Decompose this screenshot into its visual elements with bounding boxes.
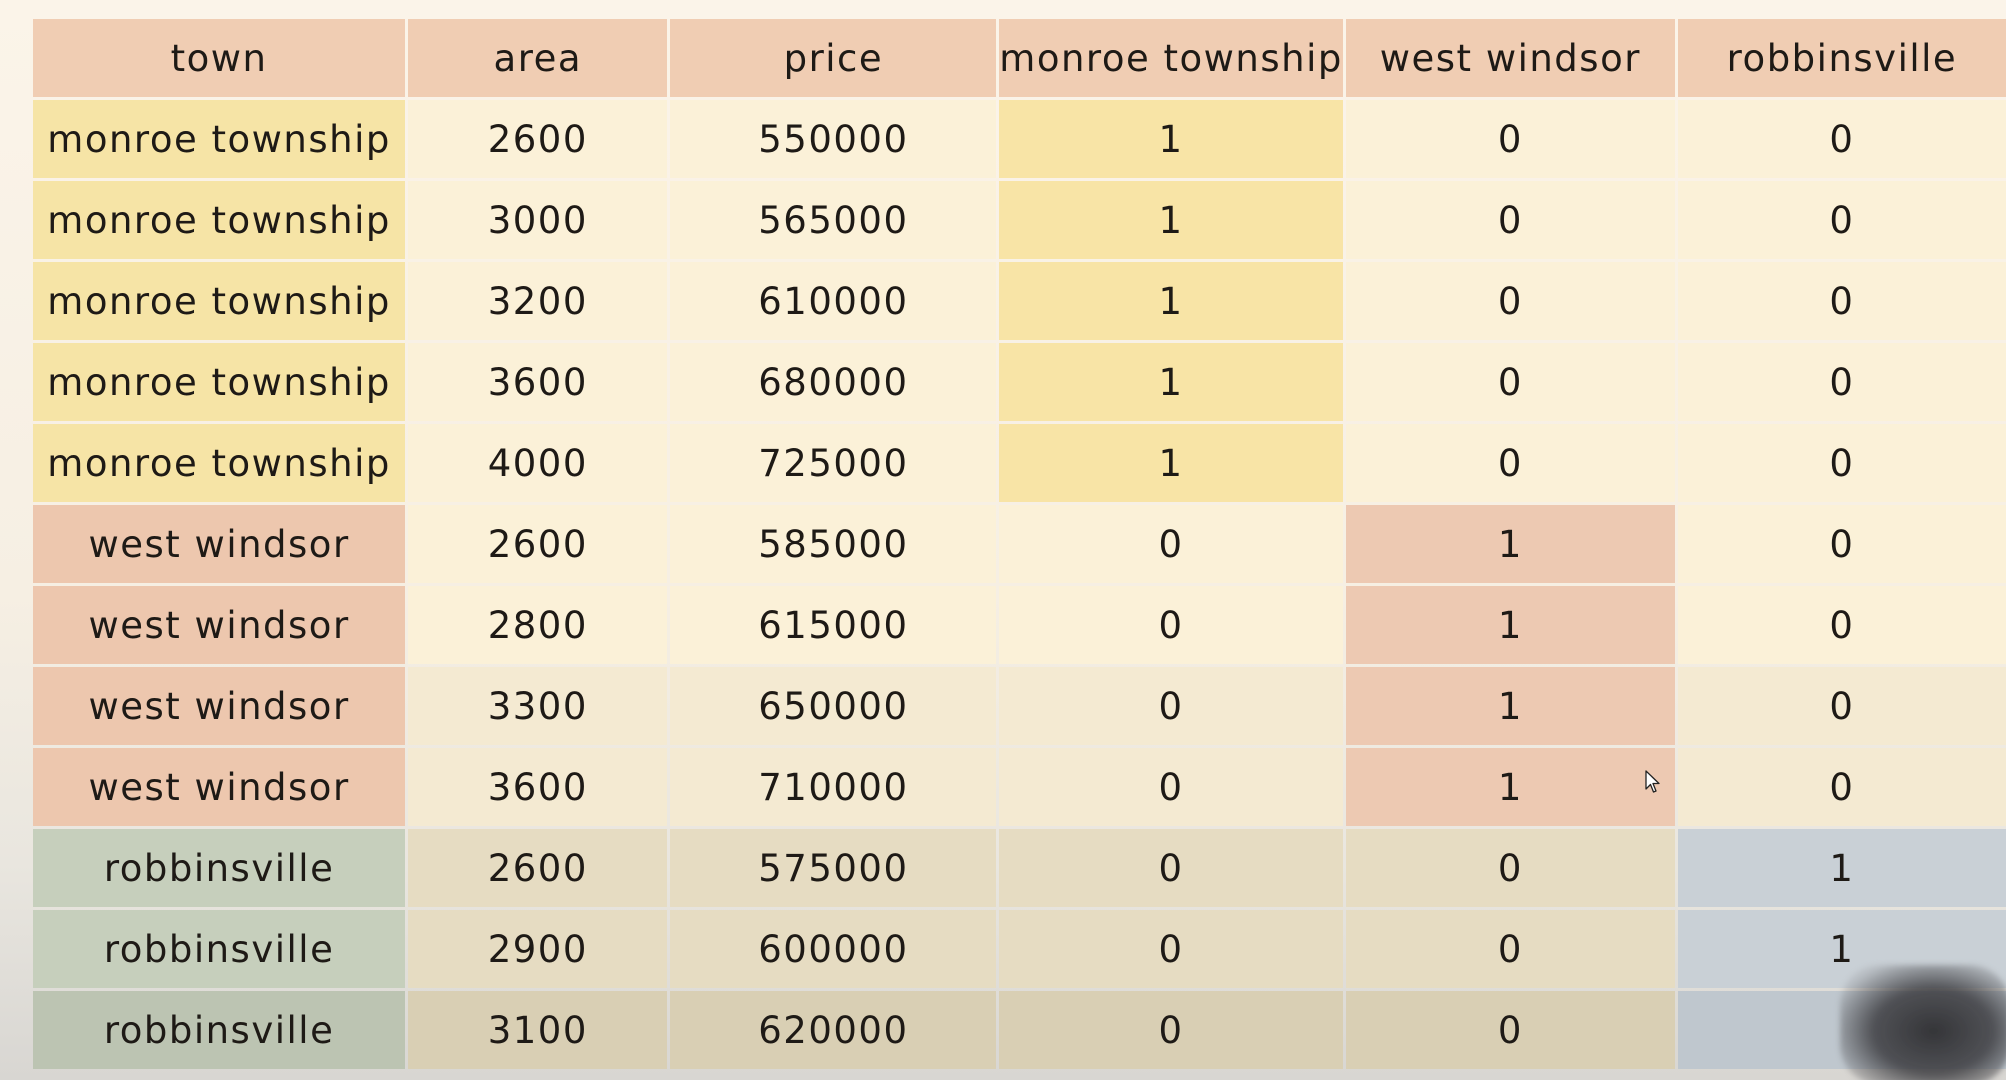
robbinsville-cell: 0	[1677, 424, 2006, 502]
column-header-west-windsor: west windsor	[1345, 19, 1675, 97]
robbinsville-cell: 0	[1677, 100, 2006, 178]
town-cell: west windsor	[33, 667, 406, 745]
price-cell: 710000	[670, 748, 997, 826]
west-windsor-cell: 0	[1345, 991, 1675, 1069]
table-row: monroe township 4000 725000 1 0 0	[33, 424, 2006, 502]
column-header-robbinsville: robbinsville	[1677, 19, 2006, 97]
robbinsville-cell: 1	[1677, 910, 2006, 988]
monroe-township-cell: 1	[999, 424, 1343, 502]
monroe-township-cell: 1	[999, 181, 1343, 259]
price-cell: 550000	[670, 100, 997, 178]
monroe-township-cell: 0	[999, 667, 1343, 745]
monroe-township-cell: 1	[999, 343, 1343, 421]
area-cell: 3600	[408, 343, 668, 421]
table-row: west windsor 2800 615000 0 1 0	[33, 586, 2006, 664]
west-windsor-cell: 0	[1345, 262, 1675, 340]
west-windsor-cell: 1	[1345, 748, 1675, 826]
area-cell: 2600	[408, 829, 668, 907]
price-cell: 620000	[670, 991, 997, 1069]
table-row: monroe township 2600 550000 1 0 0	[33, 100, 2006, 178]
west-windsor-cell: 0	[1345, 910, 1675, 988]
west-windsor-cell: 0	[1345, 829, 1675, 907]
area-cell: 3000	[408, 181, 668, 259]
robbinsville-cell: 0	[1677, 181, 2006, 259]
robbinsville-cell: 0	[1677, 748, 2006, 826]
price-cell: 615000	[670, 586, 997, 664]
town-cell: robbinsville	[33, 829, 406, 907]
video-overlay-blur	[1840, 965, 2006, 1080]
robbinsville-cell: 0	[1677, 505, 2006, 583]
monroe-township-cell: 0	[999, 748, 1343, 826]
town-cell: west windsor	[33, 748, 406, 826]
town-cell: west windsor	[33, 586, 406, 664]
price-cell: 585000	[670, 505, 997, 583]
mouse-pointer-icon	[1645, 770, 1660, 793]
price-cell: 565000	[670, 181, 997, 259]
robbinsville-cell: 0	[1677, 586, 2006, 664]
area-cell: 2600	[408, 505, 668, 583]
column-header-monroe-township: monroe township	[999, 19, 1343, 97]
table-row: robbinsville 2900 600000 0 0 1	[33, 910, 2006, 988]
column-header-town: town	[33, 19, 406, 97]
area-cell: 2800	[408, 586, 668, 664]
town-cell: monroe township	[33, 100, 406, 178]
table-row: monroe township 3600 680000 1 0 0	[33, 343, 2006, 421]
town-cell: monroe township	[33, 262, 406, 340]
town-cell: west windsor	[33, 505, 406, 583]
header-row: town area price monroe township west win…	[33, 19, 2006, 97]
monroe-township-cell: 0	[999, 910, 1343, 988]
town-cell: monroe township	[33, 343, 406, 421]
monroe-township-cell: 1	[999, 262, 1343, 340]
area-cell: 3200	[408, 262, 668, 340]
table-row: west windsor 2600 585000 0 1 0	[33, 505, 2006, 583]
area-cell: 3600	[408, 748, 668, 826]
west-windsor-cell: 0	[1345, 424, 1675, 502]
monroe-township-cell: 1	[999, 100, 1343, 178]
price-cell: 680000	[670, 343, 997, 421]
price-cell: 650000	[670, 667, 997, 745]
area-cell: 3300	[408, 667, 668, 745]
west-windsor-cell: 1	[1345, 586, 1675, 664]
table-row: west windsor 3600 710000 0 1 0	[33, 748, 2006, 826]
west-windsor-cell: 0	[1345, 100, 1675, 178]
area-cell: 2900	[408, 910, 668, 988]
area-cell: 2600	[408, 100, 668, 178]
price-cell: 610000	[670, 262, 997, 340]
area-cell: 3100	[408, 991, 668, 1069]
robbinsville-cell: 1	[1677, 829, 2006, 907]
west-windsor-cell: 1	[1345, 505, 1675, 583]
monroe-township-cell: 0	[999, 586, 1343, 664]
data-table: town area price monroe township west win…	[30, 16, 2006, 1072]
town-cell: monroe township	[33, 424, 406, 502]
table-row: robbinsville 2600 575000 0 0 1	[33, 829, 2006, 907]
monroe-township-cell: 0	[999, 829, 1343, 907]
price-cell: 725000	[670, 424, 997, 502]
robbinsville-cell: 0	[1677, 667, 2006, 745]
robbinsville-cell: 0	[1677, 262, 2006, 340]
table-row: monroe township 3000 565000 1 0 0	[33, 181, 2006, 259]
town-cell: robbinsville	[33, 910, 406, 988]
table-row: robbinsville 3100 620000 0 0	[33, 991, 2006, 1069]
monroe-township-cell: 0	[999, 505, 1343, 583]
table-row: west windsor 3300 650000 0 1 0	[33, 667, 2006, 745]
price-cell: 600000	[670, 910, 997, 988]
robbinsville-cell: 0	[1677, 343, 2006, 421]
column-header-area: area	[408, 19, 668, 97]
price-cell: 575000	[670, 829, 997, 907]
area-cell: 4000	[408, 424, 668, 502]
west-windsor-cell: 0	[1345, 181, 1675, 259]
monroe-township-cell: 0	[999, 991, 1343, 1069]
town-cell: robbinsville	[33, 991, 406, 1069]
west-windsor-cell: 0	[1345, 343, 1675, 421]
west-windsor-cell: 1	[1345, 667, 1675, 745]
table-row: monroe township 3200 610000 1 0 0	[33, 262, 2006, 340]
column-header-price: price	[670, 19, 997, 97]
town-cell: monroe township	[33, 181, 406, 259]
